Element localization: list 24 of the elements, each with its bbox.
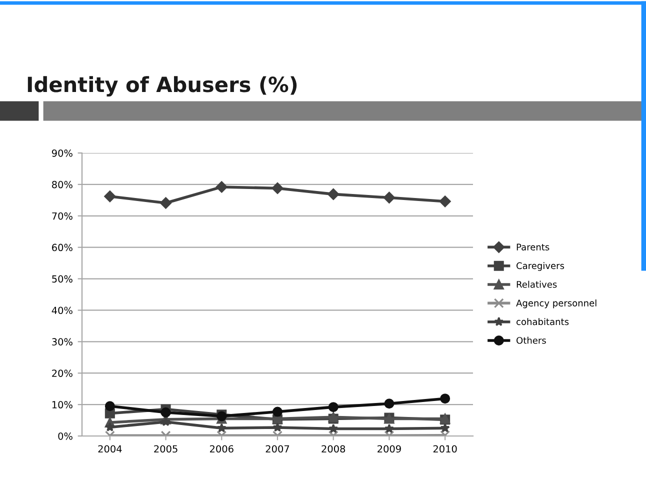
legend-label: cohabitants: [516, 318, 569, 326]
y-tick-label: 50%: [52, 275, 72, 283]
y-tick-label: 60%: [52, 244, 72, 252]
legend-label: Caregivers: [516, 262, 564, 271]
legend-label: Agency personnel: [516, 299, 596, 308]
y-tick-label: 80%: [52, 180, 72, 188]
x-tick-label: 2008: [322, 445, 346, 453]
y-tick-label: 10%: [52, 401, 72, 408]
x-tick-label: 2004: [98, 445, 122, 453]
x-tick-label: 2005: [154, 445, 178, 453]
legend-label: Others: [516, 336, 546, 344]
y-tick-label: 0%: [58, 432, 72, 440]
y-tick-label: 70%: [52, 212, 72, 220]
y-tick-label: 40%: [52, 306, 72, 314]
y-tick-label: 20%: [52, 370, 72, 377]
chart-title: Identity of Abusers (%): [28, 76, 297, 96]
x-tick-label: 2010: [433, 445, 457, 453]
legend-label: Relatives: [516, 280, 557, 288]
x-tick-label: 2006: [210, 445, 234, 453]
x-tick-label: 2007: [266, 445, 290, 453]
legend-label: Parents: [516, 244, 550, 250]
x-tick-label: 2009: [378, 445, 401, 453]
y-tick-label: 30%: [52, 338, 72, 346]
y-tick-label: 90%: [52, 149, 72, 157]
